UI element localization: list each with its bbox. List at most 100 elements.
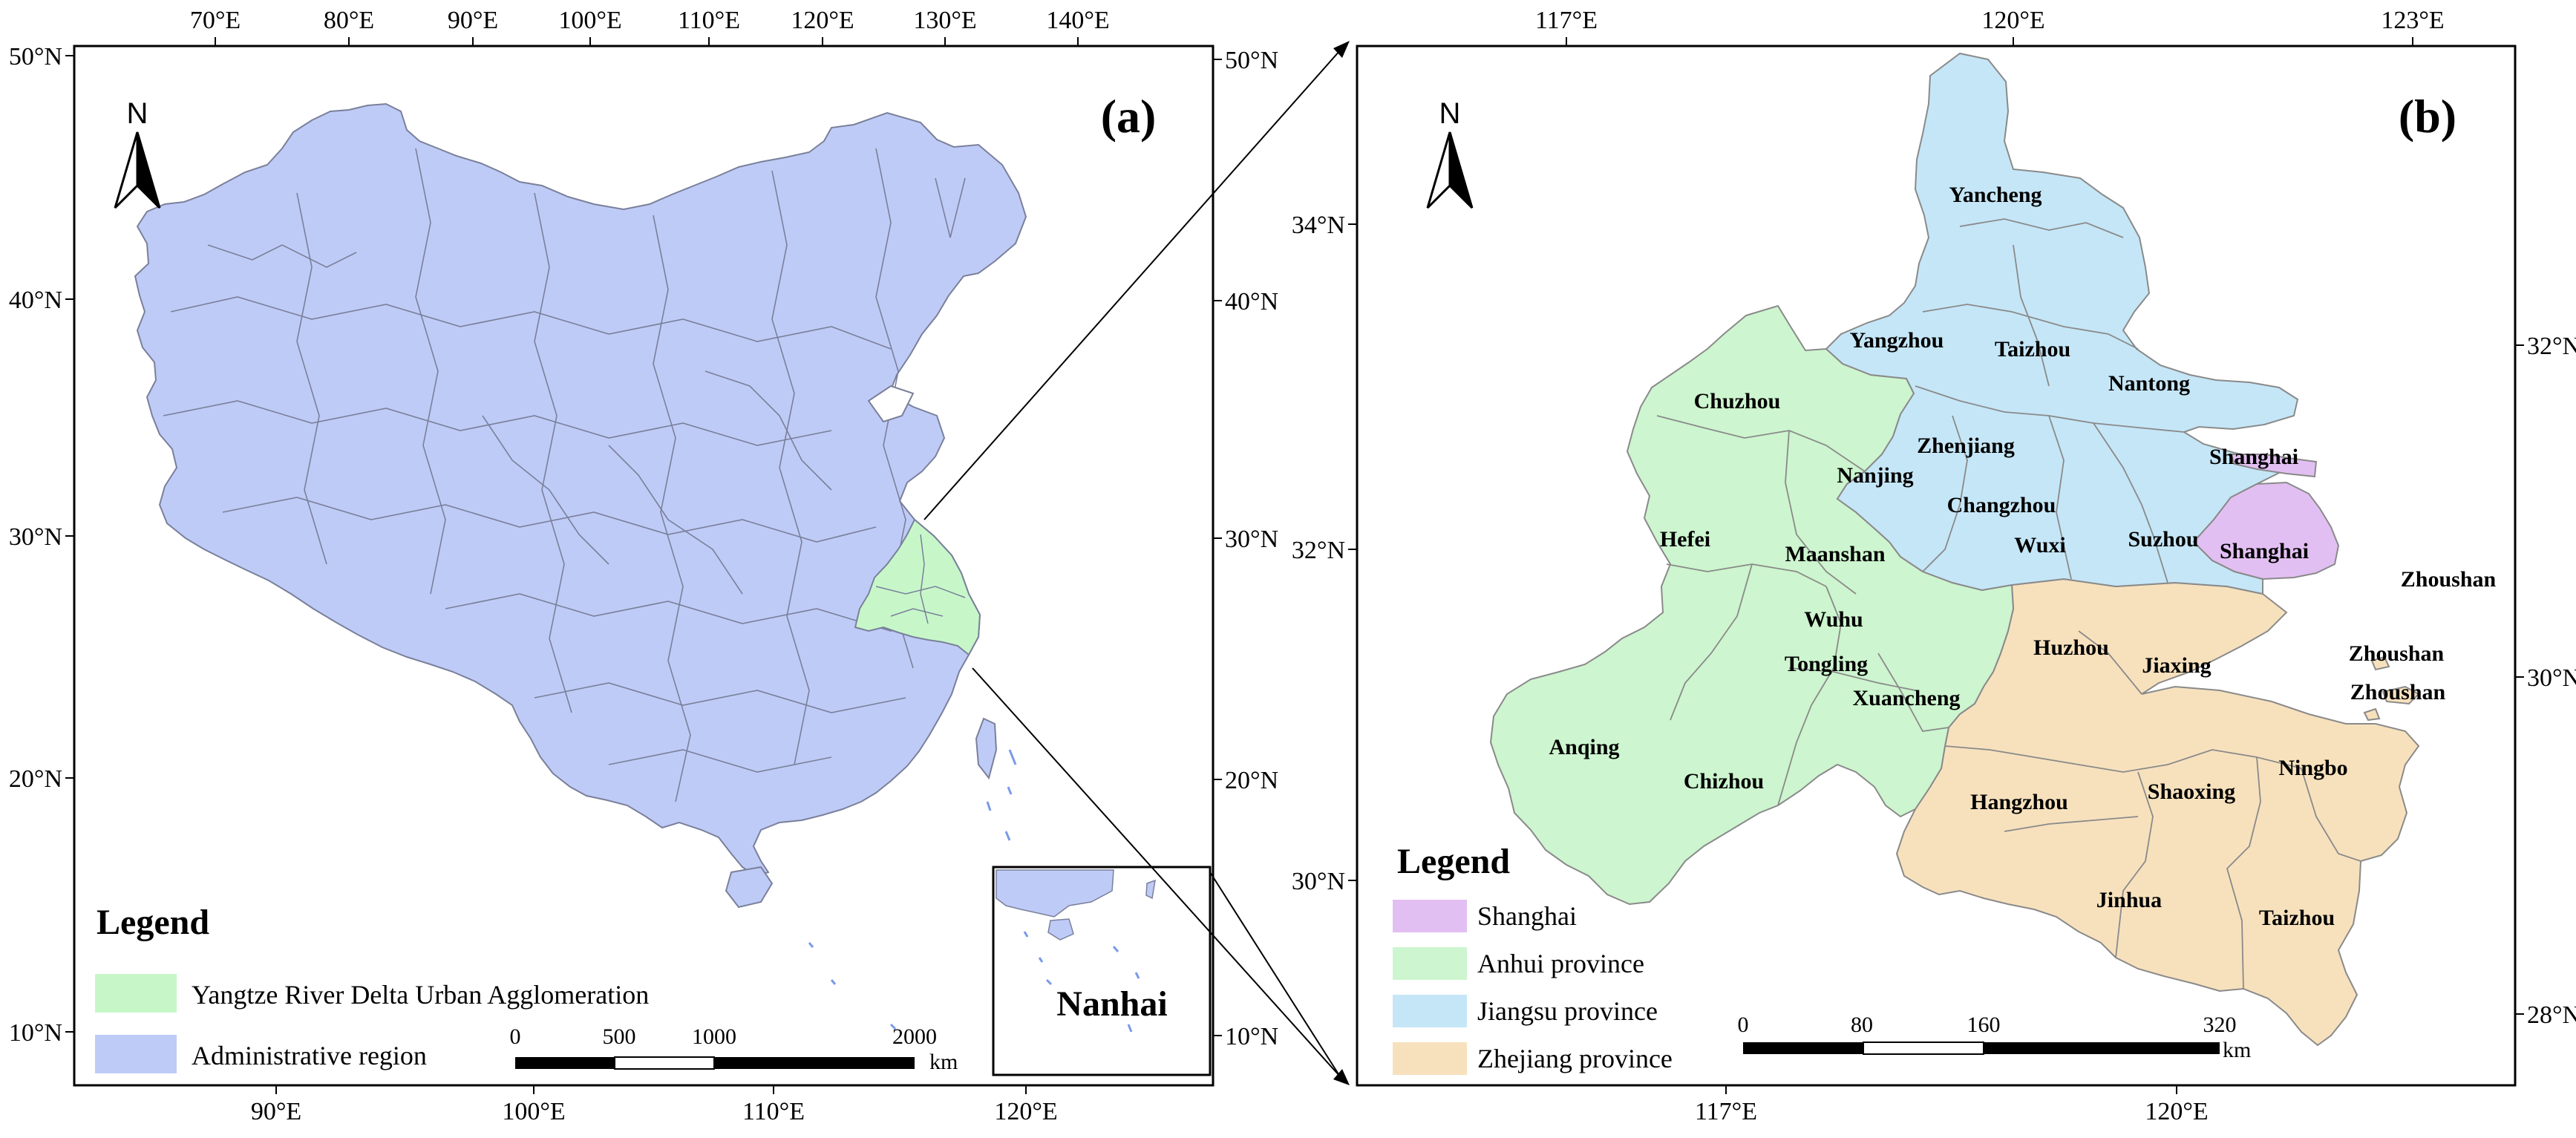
- lat-left-label: 40°N: [9, 287, 62, 314]
- north-label: N: [1439, 97, 1461, 130]
- lon-top-label: 117°E: [1535, 7, 1598, 34]
- lon-bottom-label: 110°E: [742, 1098, 805, 1125]
- legend-swatch-zhejiang: [1393, 1042, 1467, 1075]
- taiwan-island: [975, 717, 998, 780]
- panel-b-tag: (b): [2399, 90, 2456, 143]
- china-landmass: [134, 102, 1027, 877]
- city-label: Shanghai: [2220, 539, 2309, 563]
- lon-top-label: 120°E: [791, 7, 854, 34]
- panel-b-legend: Legend Shanghai Anhui province Jiangsu p…: [1393, 842, 1673, 1075]
- lon-top-label: 100°E: [558, 7, 621, 34]
- legend-swatch-admin: [95, 1035, 177, 1073]
- panel-a-lon-top: 70°E 80°E 90°E 100°E 110°E 120°E 130°E 1…: [190, 7, 1110, 46]
- lon-top-label: 123°E: [2381, 7, 2444, 34]
- city-label: Yancheng: [1949, 183, 2041, 207]
- city-label: Yangzhou: [1850, 328, 1944, 353]
- north-arrow-b: N: [1426, 97, 1474, 209]
- panel-b-lon-bottom: 117°E 120°E: [1695, 1085, 2209, 1125]
- panel-a-legend: Legend Yangtze River Delta Urban Agglome…: [95, 903, 649, 1073]
- zoom-connectors: [923, 41, 1350, 1085]
- lat-right-label: 10°N: [1225, 1023, 1278, 1050]
- lat-right-label: 28°N: [2527, 1001, 2576, 1029]
- legend-swatch-yrd: [95, 974, 177, 1013]
- lon-bottom-label: 120°E: [2145, 1098, 2208, 1125]
- scale-unit: km: [2223, 1038, 2251, 1062]
- city-label: Shanghai: [2209, 445, 2298, 469]
- city-label: Maanshan: [1785, 542, 1885, 566]
- city-label: Zhoushan: [2401, 567, 2497, 592]
- lat-right-label: 40°N: [1225, 288, 1278, 315]
- scale-tick: 0: [510, 1024, 521, 1049]
- lat-right-label: 30°N: [1225, 526, 1278, 553]
- scale-unit: km: [929, 1050, 958, 1074]
- city-label: Wuhu: [1804, 607, 1863, 632]
- panel-b-lon-top: 117°E 120°E 123°E: [1535, 7, 2445, 46]
- scale-tick: 320: [2203, 1013, 2237, 1037]
- legend-label: Zhejiang province: [1477, 1044, 1673, 1073]
- scale-tick: 2000: [892, 1024, 937, 1049]
- panel-a-lon-bottom: 90°E 100°E 110°E 120°E: [251, 1085, 1058, 1125]
- city-label: Huzhou: [2033, 635, 2109, 660]
- zhoushan-islands: [2363, 655, 2420, 722]
- city-label: Zhoushan: [2349, 641, 2445, 666]
- city-label: Shaoxing: [2148, 779, 2235, 804]
- lat-right-label: 20°N: [1225, 767, 1278, 794]
- lat-right-label: 50°N: [1225, 47, 1278, 74]
- city-label: Changzhou: [1947, 493, 2056, 517]
- lon-top-label: 140°E: [1046, 7, 1109, 34]
- panel-a: 70°E 80°E 90°E 100°E 110°E 120°E 130°E 1…: [9, 7, 1278, 1125]
- scale-tick: 0: [1738, 1013, 1749, 1037]
- panel-a-lat-left: 50°N 40°N 30°N 20°N 10°N: [9, 43, 74, 1047]
- lon-top-label: 110°E: [678, 7, 740, 34]
- lon-bottom-label: 120°E: [994, 1098, 1057, 1125]
- panel-b-lat-left: 34°N 32°N 30°N: [1292, 212, 1357, 895]
- legend-label: Jiangsu province: [1477, 996, 1658, 1026]
- scale-tick: 1000: [692, 1024, 736, 1049]
- lon-top-label: 80°E: [324, 7, 374, 34]
- lon-bottom-label: 117°E: [1695, 1098, 1757, 1125]
- hainan-island: [725, 866, 774, 909]
- lat-left-label: 34°N: [1292, 212, 1345, 239]
- city-label: Nantong: [2108, 371, 2190, 396]
- north-label: N: [127, 97, 148, 130]
- city-label: Jiaxing: [2142, 653, 2211, 678]
- city-label: Taizhou: [1995, 337, 2070, 362]
- scale-tick: 500: [603, 1024, 636, 1049]
- legend-label: Anhui province: [1477, 949, 1644, 978]
- legend-title: Legend: [97, 903, 209, 942]
- bohai-sea: [867, 385, 915, 423]
- shanghai-main: [2192, 481, 2340, 581]
- lat-left-label: 20°N: [9, 765, 62, 793]
- city-label: Hefei: [1660, 527, 1710, 552]
- prefecture-boundaries: [163, 148, 966, 802]
- shanghai-chongming: [2229, 454, 2318, 478]
- scale-tick: 160: [1967, 1013, 2001, 1037]
- panel-a-lat-right: 50°N 40°N 30°N 20°N 10°N: [1213, 47, 1278, 1050]
- yrd-region: [854, 518, 981, 656]
- city-label: Tongling: [1785, 652, 1868, 676]
- nanhai-label: Nanhai: [1056, 984, 1167, 1024]
- lon-top-label: 90°E: [448, 7, 498, 34]
- south-sea-islands: [808, 749, 1017, 1030]
- nanhai-inset: Nanhai: [992, 866, 1212, 1076]
- city-label: Zhoushan: [2350, 680, 2446, 704]
- city-label: Suzhou: [2128, 527, 2198, 552]
- legend-label: Shanghai: [1477, 901, 1577, 931]
- lon-top-label: 130°E: [913, 7, 976, 34]
- lat-left-label: 10°N: [9, 1019, 62, 1047]
- legend-label: Administrative region: [192, 1041, 427, 1070]
- panel-b-scale-bar: 0 80 160 320 km: [1738, 1013, 2252, 1062]
- city-label: Taizhou: [2259, 906, 2335, 930]
- city-label: Xuancheng: [1852, 686, 1960, 710]
- north-arrow-a: N: [114, 97, 161, 209]
- panel-a-tag: (a): [1101, 90, 1157, 143]
- panel-b-lat-right: 32°N 30°N 28°N: [2515, 333, 2576, 1029]
- lat-left-label: 32°N: [1292, 537, 1345, 564]
- lon-bottom-label: 100°E: [502, 1098, 565, 1125]
- city-labels: Yancheng Yangzhou Taizhou Nantong Chuzho…: [1549, 183, 2496, 930]
- legend-swatch-jiangsu: [1393, 995, 1467, 1027]
- prefecture-boundaries-b: [1656, 218, 2361, 990]
- legend-swatch-anhui: [1393, 947, 1467, 980]
